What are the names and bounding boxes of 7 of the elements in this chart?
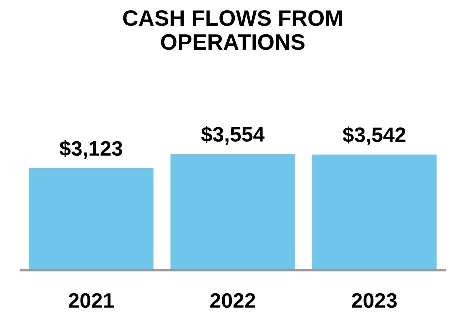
chart-title: CASH FLOWS FROM OPERATIONS (123, 10, 342, 50)
x-tick-label: 2022 (210, 293, 256, 308)
x-tick-label: 2023 (352, 293, 397, 308)
data-label: $3,554 (201, 126, 265, 146)
data-label: $3,123 (60, 140, 123, 160)
x-tick-label: 2021 (68, 293, 114, 308)
data-label: $3,542 (342, 126, 406, 146)
